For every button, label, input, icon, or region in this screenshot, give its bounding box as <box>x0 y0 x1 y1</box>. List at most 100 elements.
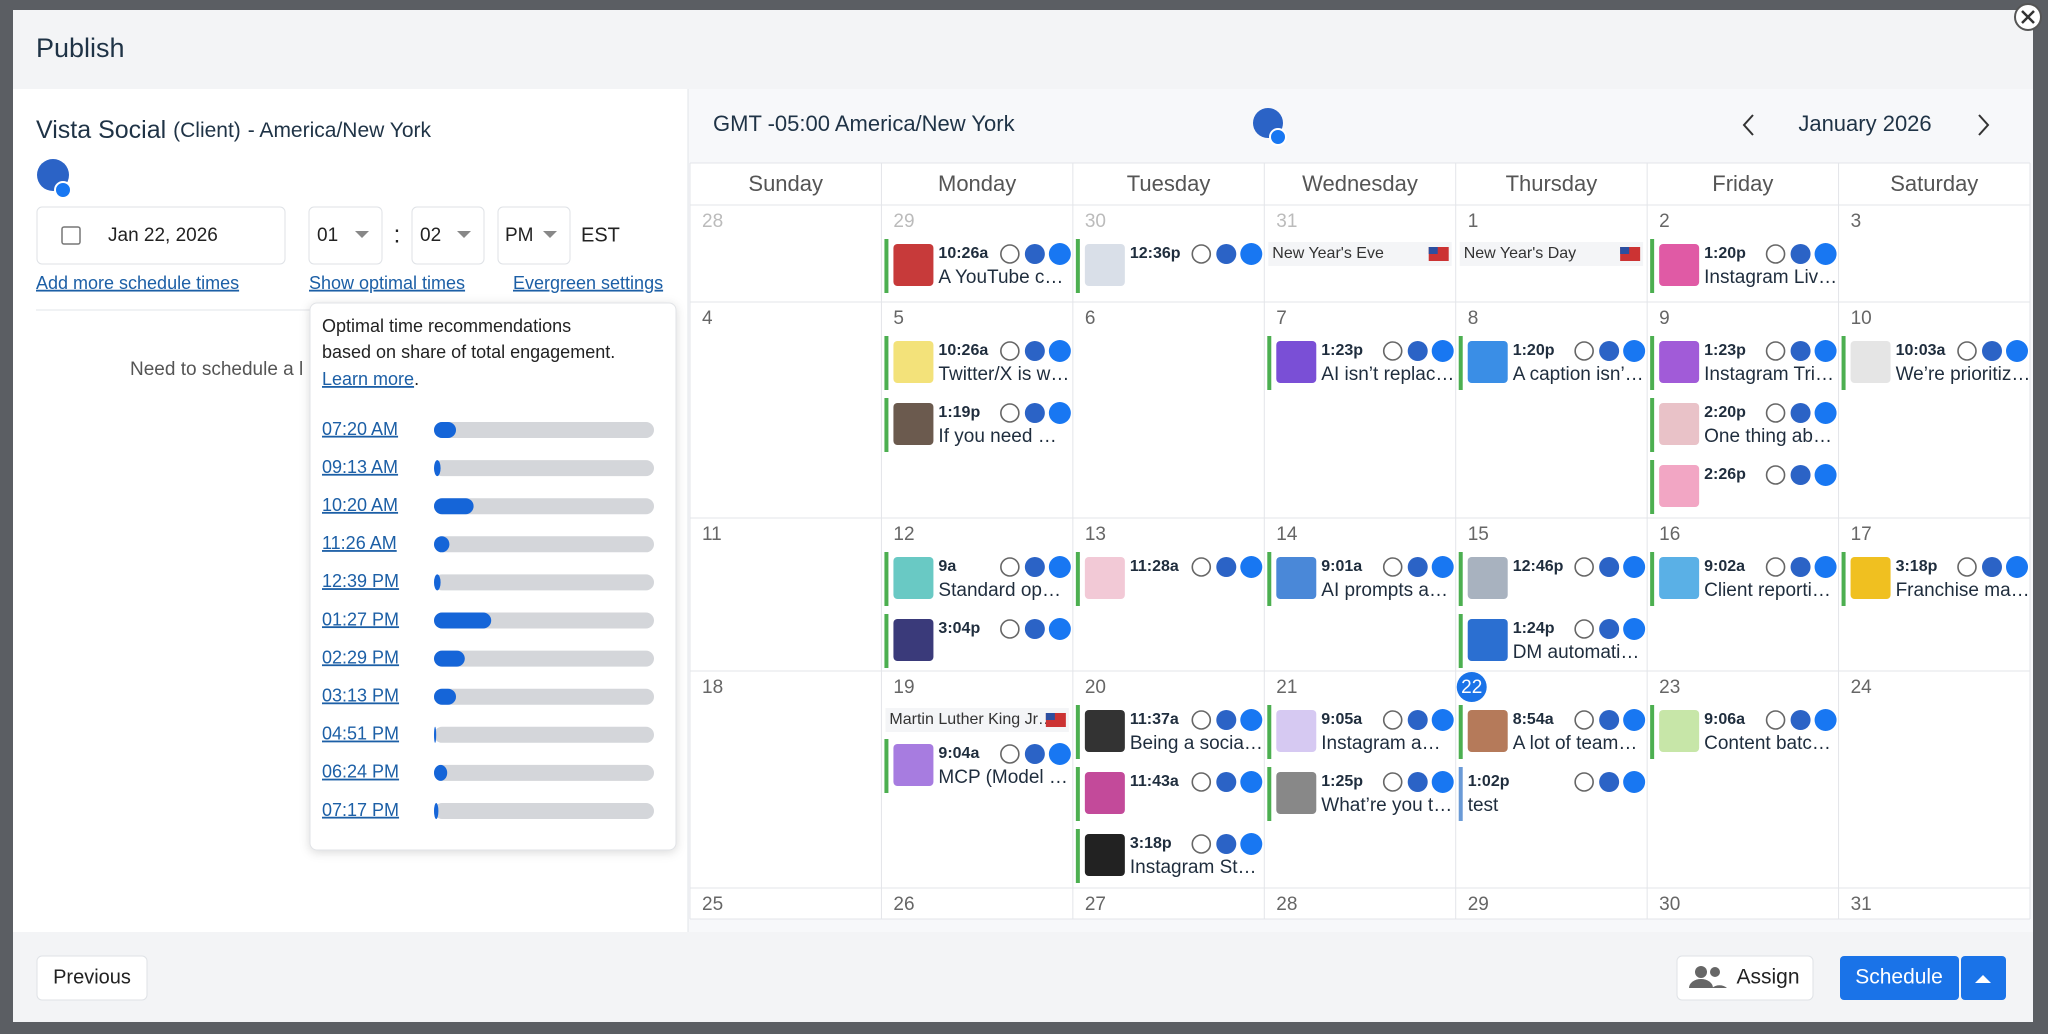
post-time: 1:20p <box>1704 245 1746 262</box>
previous-button[interactable] <box>36 955 148 1001</box>
status-bar <box>1075 767 1080 821</box>
calendar-post[interactable]: 10:26a Twitter/X is w… <box>884 336 1071 390</box>
profile-icon <box>1982 341 2002 361</box>
calendar-post[interactable]: 1:20p Instagram Liv… <box>1650 239 1837 293</box>
calendar-post[interactable]: 9:01a AI prompts a… <box>1267 552 1454 606</box>
day-number: 28 <box>1276 894 1297 915</box>
optimal-time-link[interactable]: 07:20 AM <box>322 419 398 439</box>
calendar-post[interactable]: 1:25p What’re you t… <box>1267 767 1454 821</box>
post-title: Twitter/X is w… <box>938 364 1069 385</box>
calendar-post[interactable]: 9:02a Client reporti… <box>1650 552 1837 606</box>
facebook-icon <box>2006 556 2028 578</box>
calendar-post[interactable]: 1:23p AI isn’t replac… <box>1267 336 1454 390</box>
ampm-select[interactable] <box>497 206 571 265</box>
day-number: 6 <box>1085 308 1096 329</box>
day-number: 17 <box>1851 524 1872 545</box>
channel-icon <box>1574 710 1594 730</box>
evergreen-link[interactable]: Evergreen settings <box>513 273 663 293</box>
calendar-post[interactable]: 12:46p <box>1458 552 1646 606</box>
prev-month[interactable] <box>1742 114 1754 136</box>
calendar-post[interactable]: 2:26p <box>1650 460 1837 514</box>
facebook-icon <box>1814 464 1837 486</box>
share-track <box>434 726 654 743</box>
post-time: 8:54a <box>1513 711 1554 728</box>
profile-icon <box>1407 557 1428 577</box>
calendar-post[interactable]: 9a Standard op… <box>884 552 1071 606</box>
share-track <box>434 460 654 477</box>
calendar-post[interactable]: 1:02p test <box>1458 767 1646 821</box>
calendar-post[interactable]: 3:04p <box>884 614 1071 668</box>
calendar-post[interactable]: 3:18p Instagram St… <box>1075 829 1263 883</box>
facebook-icon <box>1048 340 1071 362</box>
status-bar <box>1075 829 1080 883</box>
status-bar <box>1458 705 1463 759</box>
next-month[interactable] <box>1978 114 1990 136</box>
calendar-post[interactable]: 12:36p <box>1075 239 1263 293</box>
profile-icon <box>1790 244 1811 264</box>
add-times-link[interactable]: Add more schedule times <box>36 273 239 293</box>
day-number: 9 <box>1659 308 1670 329</box>
post-time: 9:06a <box>1704 711 1745 728</box>
channel-icon <box>1000 341 1020 361</box>
facebook-icon <box>1240 833 1263 855</box>
optimal-time-link[interactable]: 02:29 PM <box>322 647 399 667</box>
optimal-time-link[interactable]: 04:51 PM <box>322 724 399 744</box>
facebook-icon <box>1814 243 1837 265</box>
share-track <box>434 498 654 515</box>
optimal-time-link[interactable]: 09:13 AM <box>322 457 398 477</box>
minute-select[interactable] <box>411 206 485 265</box>
day-number: 28 <box>702 211 723 232</box>
optimal-times-link[interactable]: Show optimal times <box>309 273 465 293</box>
post-title: MCP (Model … <box>938 767 1068 788</box>
day-number: 2 <box>1659 211 1670 232</box>
share-bar <box>434 460 441 477</box>
weekday-label: Monday <box>938 171 1016 196</box>
channel-icon <box>1191 834 1212 854</box>
optimal-time-link[interactable]: 06:24 PM <box>322 762 399 782</box>
share-bar <box>434 498 474 515</box>
optimal-time-link[interactable]: 10:20 AM <box>322 495 398 515</box>
status-bar <box>1650 239 1655 293</box>
post-title: AI prompts a… <box>1321 580 1448 601</box>
calendar-post[interactable]: 11:43a <box>1075 767 1263 821</box>
calendar-post[interactable]: 10:03a We’re prioritiz… <box>1841 336 2031 390</box>
facebook-icon <box>1814 556 1837 578</box>
facebook-icon <box>1431 771 1454 793</box>
calendar-month: January 2026 <box>1798 111 1931 136</box>
share-track <box>434 536 654 553</box>
calendar-post[interactable]: 1:19p If you need … <box>884 398 1071 452</box>
optimal-time-link[interactable]: 11:26 AM <box>322 533 397 553</box>
calendar-post[interactable]: 9:05a Instagram a… <box>1267 705 1454 759</box>
status-bar <box>1650 460 1655 514</box>
optimal-time-link[interactable]: 07:17 PM <box>322 800 399 820</box>
calendar-post[interactable]: 9:06a Content batc… <box>1650 705 1837 759</box>
status-bar <box>884 552 889 606</box>
day-number: 10 <box>1851 308 1872 329</box>
hour-select[interactable] <box>308 206 383 265</box>
calendar-post[interactable]: 9:04a MCP (Model … <box>884 739 1071 793</box>
calendar-post[interactable]: 3:18p Franchise ma… <box>1841 552 2030 606</box>
calendar-post[interactable]: 2:20p One thing ab… <box>1650 398 1837 452</box>
post-title: Instagram Liv… <box>1704 267 1837 288</box>
optimal-time-link[interactable]: 03:13 PM <box>322 685 399 705</box>
schedule-button[interactable] <box>1840 956 1959 1000</box>
calendar-post[interactable]: 1:20p A caption isn’… <box>1458 336 1646 390</box>
day-number: 29 <box>893 211 914 232</box>
calendar-post[interactable]: 11:37a Being a socia… <box>1075 705 1263 759</box>
channel-icon <box>1000 619 1020 639</box>
learn-more-link[interactable]: Learn more <box>322 369 414 389</box>
status-bar <box>1650 552 1655 606</box>
calendar-post[interactable]: 10:26a A YouTube c… <box>884 239 1071 293</box>
calendar-post[interactable]: 1:23p Instagram Tri… <box>1650 336 1837 390</box>
channel-icon <box>1000 744 1020 764</box>
optimal-time-link[interactable]: 01:27 PM <box>322 609 399 629</box>
calendar-post[interactable]: 1:24p DM automati… <box>1458 614 1646 668</box>
share-bar <box>434 650 465 667</box>
facebook-icon <box>1623 771 1646 793</box>
calendar-post[interactable]: 8:54a A lot of team… <box>1458 705 1646 759</box>
post-thumbnail <box>893 619 934 661</box>
assign-button[interactable] <box>1676 955 1814 1001</box>
date-input[interactable] <box>36 206 286 265</box>
optimal-time-link[interactable]: 12:39 PM <box>322 571 399 591</box>
calendar-post[interactable]: 11:28a <box>1075 552 1263 606</box>
